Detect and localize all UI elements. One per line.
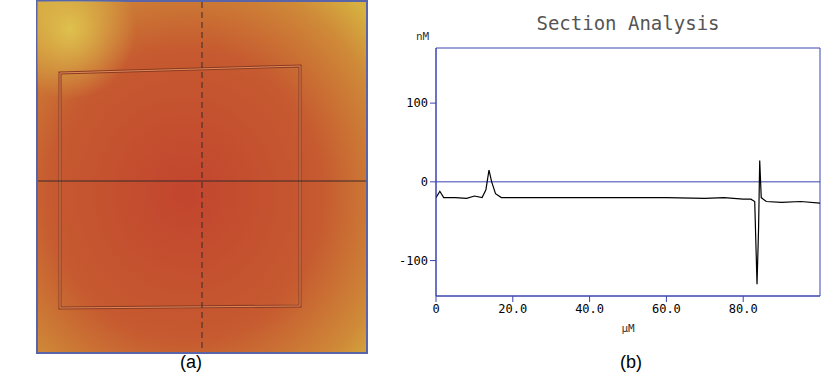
svg-text:80.0: 80.0 xyxy=(729,302,758,316)
svg-text:40.0: 40.0 xyxy=(575,302,604,316)
svg-text:0: 0 xyxy=(421,175,428,189)
html-text:(b): (b) xyxy=(620,352,642,372)
svg-text:-100: -100 xyxy=(399,254,428,268)
svg-text:0: 0 xyxy=(432,302,439,316)
html-text:nM: nM xyxy=(416,30,430,43)
html-text:(a): (a) xyxy=(180,352,202,372)
svg-text:20.0: 20.0 xyxy=(498,302,527,316)
svg-text:100: 100 xyxy=(406,96,428,110)
svg-text:60.0: 60.0 xyxy=(652,302,681,316)
svg-text:μM: μM xyxy=(621,322,635,335)
html-text:Section Analysis: Section Analysis xyxy=(536,12,720,34)
